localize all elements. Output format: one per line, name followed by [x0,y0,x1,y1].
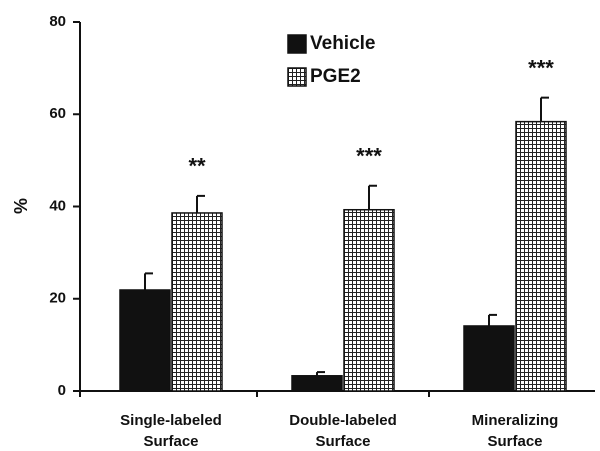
y-tick-label: 20 [49,290,66,307]
x-tick-label: Double-labeled [289,412,397,429]
y-tick-label: 0 [58,382,66,399]
x-tick-label: Surface [143,433,198,450]
bar [171,212,223,392]
annotation: *** [356,144,382,169]
legend-label: PGE2 [310,66,361,87]
bar [119,289,171,392]
x-tick-label: Surface [315,433,370,450]
bar [343,208,395,392]
y-tick-label: 40 [49,197,66,214]
annotation: *** [528,55,554,80]
legend-swatch [287,34,307,54]
bar [463,325,515,392]
legend-swatch [287,67,307,87]
x-tick-label: Single-labeled [120,412,222,429]
y-tick-label: 60 [49,105,66,122]
annotation: ** [188,154,206,179]
bar [291,375,343,392]
y-tick-label: 80 [49,13,66,30]
y-axis-label: % [11,198,31,214]
x-tick-label: Mineralizing [472,412,559,429]
bar [515,120,567,392]
legend-label: Vehicle [310,33,376,54]
x-tick-label: Surface [487,433,542,450]
